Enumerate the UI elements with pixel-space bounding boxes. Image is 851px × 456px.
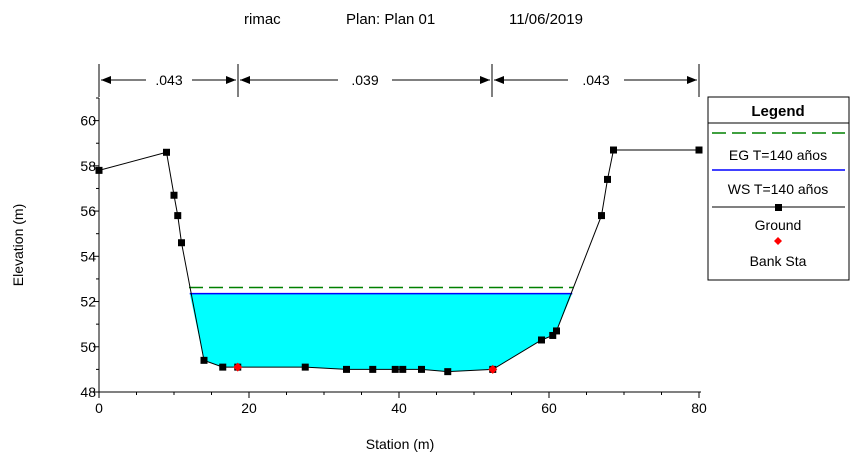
ground-point: [200, 356, 208, 364]
ground-point: [343, 365, 350, 373]
y-ticks: 48 50 52 54 56 58 60: [80, 97, 99, 400]
ground-point: [219, 363, 227, 371]
ground-point: [444, 368, 452, 376]
x-tick-label: 80: [691, 400, 707, 416]
x-tick-label: 0: [95, 400, 103, 416]
y-tick-label: 58: [80, 158, 96, 174]
ground-point: [598, 212, 605, 220]
manning-arrowhead: [494, 76, 504, 84]
chart-title: rimac Plan: Plan 01 11/06/2019: [244, 11, 583, 28]
legend-swatch-ground-marker: [775, 204, 782, 211]
legend-label-ground: Ground: [755, 217, 802, 233]
title-plan: Plan: Plan 01: [346, 11, 435, 28]
ground-point: [695, 146, 703, 154]
manning-label-middle: .039: [351, 72, 378, 88]
y-tick-label: 48: [80, 384, 96, 400]
x-axis-label: Station (m): [366, 436, 434, 452]
legend-label-bank: Bank Sta: [750, 253, 807, 269]
y-tick-label: 54: [80, 248, 96, 264]
manning-values: .043 .039 .043: [98, 64, 700, 97]
manning-arrowhead: [240, 76, 250, 84]
manning-arrowhead: [480, 76, 490, 84]
ground-point: [170, 191, 178, 199]
x-ticks: 0 20 40 60 80: [95, 392, 707, 416]
ground-point: [178, 239, 185, 247]
x-tick-label: 60: [541, 400, 557, 416]
ground-point: [538, 336, 545, 344]
ground-point: [610, 146, 617, 154]
manning-arrowhead: [101, 76, 111, 84]
ground-point: [604, 175, 611, 183]
y-tick-label: 50: [80, 339, 96, 355]
title-project: rimac: [244, 11, 281, 28]
manning-arrowhead: [687, 76, 697, 84]
x-tick-label: 40: [391, 400, 407, 416]
ground-point: [163, 148, 170, 156]
ground-point: [399, 365, 407, 373]
ground-point: [418, 365, 425, 373]
x-tick-label: 20: [241, 400, 257, 416]
ground-point: [301, 363, 309, 371]
manning-label-left: .043: [155, 72, 182, 88]
ground-point: [553, 327, 560, 335]
bank-station-point: [488, 364, 498, 374]
y-tick-label: 56: [80, 203, 96, 219]
bank-station-point: [233, 362, 243, 372]
y-tick-label: 60: [80, 113, 96, 129]
ground-point: [174, 212, 182, 220]
legend-label-ws: WS T=140 años: [728, 181, 829, 197]
legend-title: Legend: [751, 103, 804, 120]
y-tick-label: 52: [80, 294, 96, 310]
ground-point: [391, 365, 399, 373]
legend-box: [707, 96, 850, 281]
ground-point: [549, 331, 557, 339]
legend: Legend EG T=140 años WS T=140 años Groun…: [707, 96, 850, 281]
manning-label-right: .043: [582, 72, 609, 88]
axes: 0 20 40 60 80 48 50 52 54 56 58 60: [80, 97, 707, 416]
water-fill: [189, 293, 573, 372]
title-date: 11/06/2019: [509, 11, 583, 28]
y-axis-label: Elevation (m): [10, 204, 26, 286]
legend-label-eg: EG T=140 años: [729, 147, 827, 163]
manning-arrowhead: [226, 76, 236, 84]
ground-point: [369, 365, 377, 373]
water-fill-layer: [189, 293, 573, 372]
legend-swatch-bank: [774, 237, 782, 245]
